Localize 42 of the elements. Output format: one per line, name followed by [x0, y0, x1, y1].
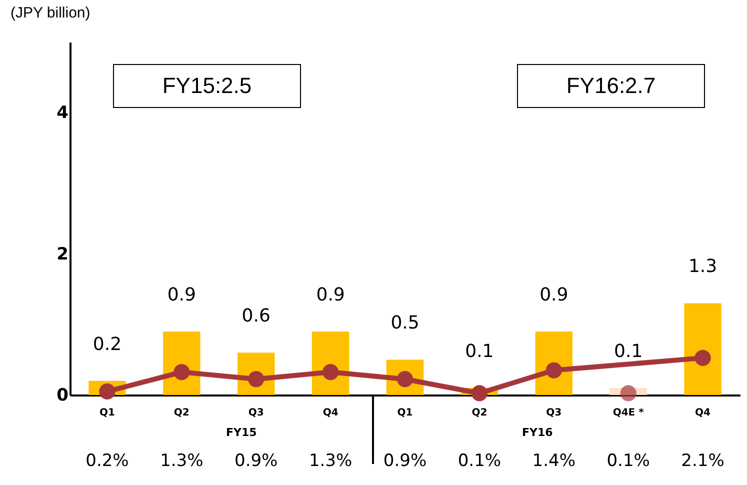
point — [694, 350, 711, 366]
data-label: 0.1% — [458, 451, 502, 471]
data-label: 0.5 — [390, 312, 420, 334]
point — [620, 385, 636, 402]
x-tick-label: Q3 — [248, 408, 264, 418]
y-tick-label: 4 — [56, 103, 69, 124]
point — [471, 385, 488, 402]
data-label: 0.1% — [606, 451, 650, 471]
data-label: 1.3% — [308, 451, 352, 471]
point — [99, 383, 116, 400]
y-tick-label: 2 — [56, 244, 68, 264]
x-tick-label: Q4E * — [612, 408, 645, 418]
text-box: FY15:2.5 — [113, 64, 301, 108]
point — [174, 364, 190, 380]
bar — [684, 303, 722, 395]
data-label: 0.6 — [242, 306, 270, 327]
data-label: 1.3% — [160, 451, 204, 471]
data-label: 0.9 — [316, 284, 345, 306]
data-label: 0.9% — [383, 451, 427, 471]
x-tick-label: Q1 — [397, 408, 413, 418]
data-label: 0.1 — [614, 340, 643, 362]
text-box: FY16:2.7 — [517, 64, 705, 108]
data-label: 0.2 — [92, 334, 122, 355]
text: FY15 — [226, 426, 257, 439]
data-label: 0.2% — [86, 451, 129, 471]
data-label: 1.3 — [688, 256, 718, 278]
x-tick-label: Q4 — [695, 408, 711, 418]
data-label: 2.1% — [681, 451, 724, 471]
x-tick-label: Q4 — [322, 408, 338, 418]
point — [322, 364, 339, 380]
x-tick-label: Q1 — [99, 408, 115, 418]
data-label: 0.9 — [540, 284, 568, 306]
x-tick-label: Q2 — [472, 408, 488, 418]
text: FY16 — [522, 426, 553, 439]
x-tick-label: Q2 — [174, 408, 190, 418]
y-tick-label: 0 — [56, 386, 69, 406]
data-label: 0.1 — [465, 340, 494, 362]
y-axis-title: (JPY billion) — [10, 4, 90, 22]
data-label: 1.4% — [532, 451, 576, 471]
data-label: 0.9 — [167, 284, 196, 306]
data-label: 0.9% — [234, 451, 278, 471]
x-tick-label: Q3 — [546, 408, 562, 418]
